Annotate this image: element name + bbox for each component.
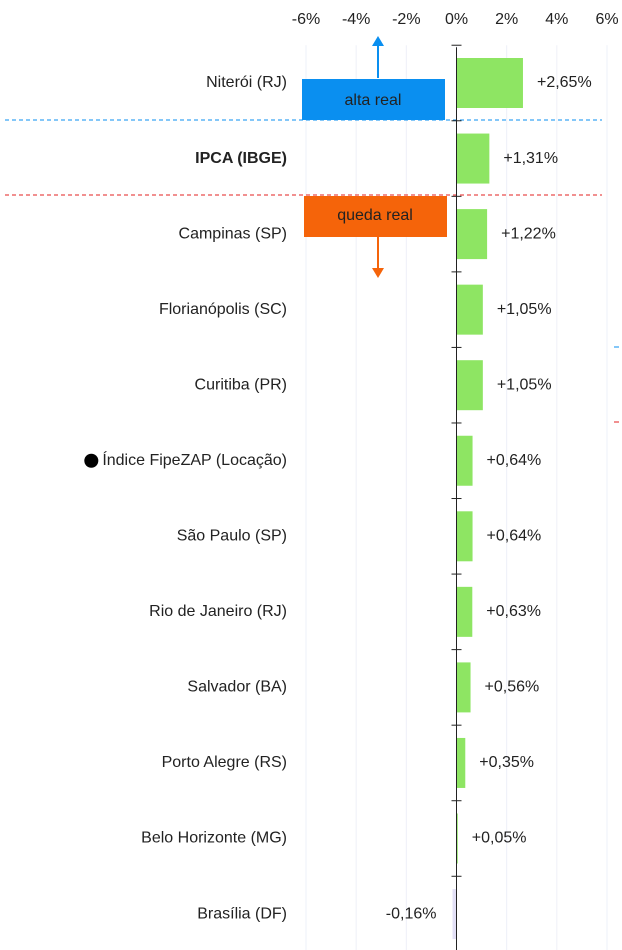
bar	[456, 133, 490, 184]
x-tick-label: 0%	[445, 11, 468, 28]
category-label: Niterói (RJ)	[206, 74, 287, 91]
category-label: Belo Horizonte (MG)	[141, 830, 287, 847]
bar	[456, 662, 471, 713]
value-label: +0,05%	[472, 830, 527, 847]
x-tick-label: 2%	[495, 11, 518, 28]
value-label: -0,16%	[386, 905, 437, 922]
value-label: +1,22%	[501, 225, 556, 242]
category-label: Índice FipeZAP (Locação)	[102, 450, 287, 469]
x-tick-label: -2%	[392, 11, 420, 28]
value-label: +1,05%	[497, 301, 552, 318]
value-label: +0,56%	[485, 679, 540, 696]
bar	[456, 813, 458, 864]
category-label: Campinas (SP)	[179, 225, 287, 242]
category-label: Rio de Janeiro (RJ)	[149, 603, 287, 620]
bar	[456, 284, 483, 335]
bar	[456, 511, 473, 562]
bar	[456, 435, 473, 486]
value-label: +2,65%	[537, 74, 592, 91]
bar	[456, 209, 488, 260]
x-tick-label: -4%	[342, 11, 370, 28]
value-label: +0,64%	[487, 452, 542, 469]
x-tick-label: -6%	[292, 11, 320, 28]
arrow-head	[372, 268, 384, 278]
value-label: +0,64%	[487, 528, 542, 545]
arrow-head	[372, 36, 384, 46]
category-marker	[84, 453, 99, 468]
value-label: +1,05%	[497, 376, 552, 393]
bar	[456, 58, 523, 108]
bar	[456, 360, 483, 411]
value-label: +1,31%	[503, 150, 558, 167]
annotation-text: queda real	[337, 207, 413, 224]
category-label: IPCA (IBGE)	[195, 150, 287, 167]
category-label: Porto Alegre (RS)	[162, 754, 287, 771]
x-tick-label: 4%	[545, 11, 568, 28]
category-label: São Paulo (SP)	[177, 528, 287, 545]
value-label: +0,35%	[479, 754, 534, 771]
category-label: Curitiba (PR)	[195, 376, 287, 393]
annotation-text: alta real	[345, 92, 402, 109]
bar	[452, 889, 457, 940]
category-label: Florianópolis (SC)	[159, 301, 287, 318]
category-label: Brasília (DF)	[197, 905, 287, 922]
value-label: +0,63%	[486, 603, 541, 620]
annotation-box	[302, 79, 445, 120]
bar	[456, 586, 473, 637]
bar	[456, 737, 466, 788]
category-label: Salvador (BA)	[187, 679, 287, 696]
annotation-box	[304, 196, 447, 237]
x-tick-label: 6%	[595, 11, 618, 28]
